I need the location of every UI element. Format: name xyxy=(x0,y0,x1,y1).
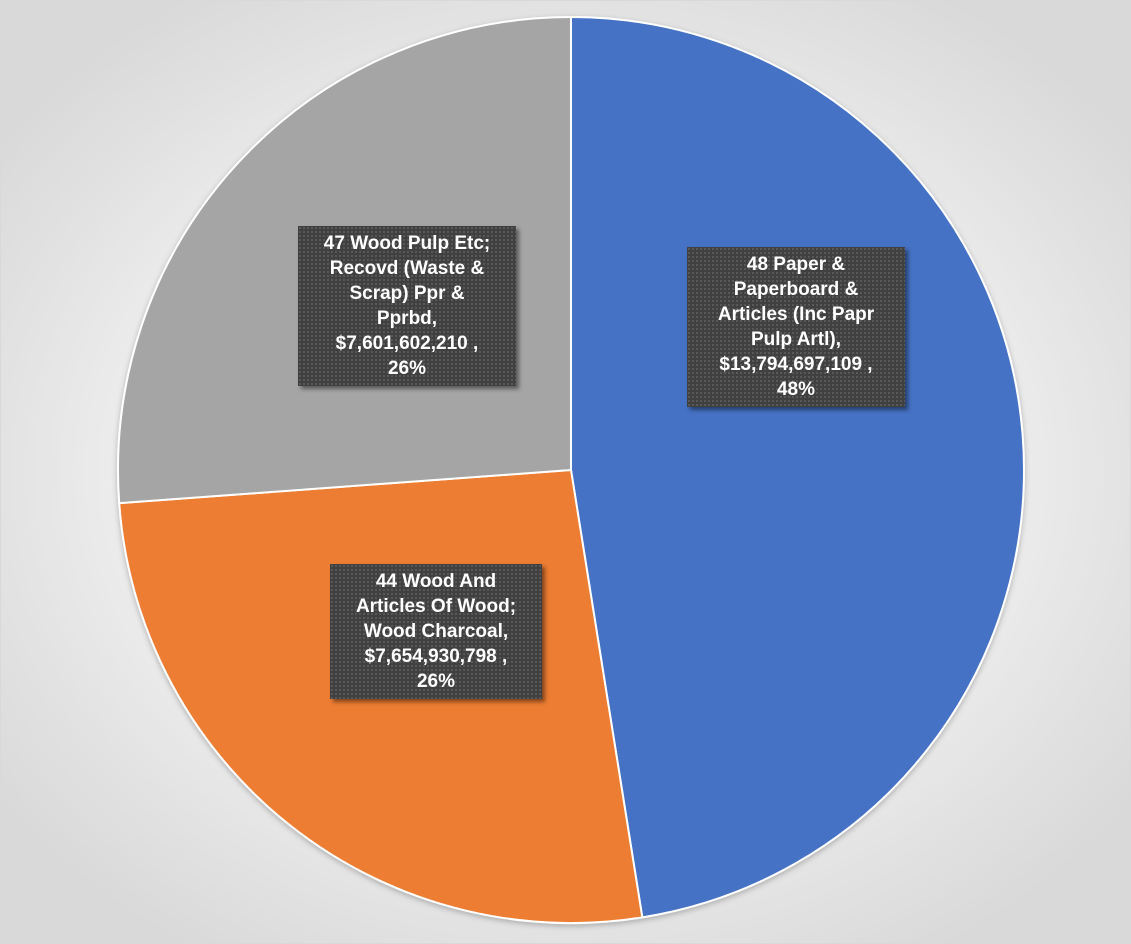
label-line: 26% xyxy=(387,358,427,379)
label-line: Articles Of Wood; xyxy=(355,596,517,617)
data-label-wood: 44 Wood And Articles Of Wood; Wood Charc… xyxy=(330,564,542,699)
label-line: Wood Charcoal, xyxy=(363,621,509,642)
label-line: Pprbd, xyxy=(376,308,438,329)
label-line: 44 Wood And xyxy=(375,571,497,592)
label-line: Articles (Inc Papr xyxy=(717,304,875,325)
label-line: Scrap) Ppr & xyxy=(349,283,465,304)
label-line: 26% xyxy=(416,671,456,692)
label-line: Paperboard & xyxy=(733,279,859,300)
data-label-wood-pulp: 47 Wood Pulp Etc; Recovd (Waste & Scrap)… xyxy=(298,226,516,386)
label-line: $7,654,930,798 , xyxy=(364,646,508,667)
data-label-paper: 48 Paper & Paperboard & Articles (Inc Pa… xyxy=(687,247,905,407)
label-line: 48% xyxy=(776,379,816,400)
label-line: 48 Paper & xyxy=(746,254,846,275)
label-line: $13,794,697,109 , xyxy=(719,354,873,375)
label-line: $7,601,602,210 , xyxy=(335,333,479,354)
label-line: Pulp Artl), xyxy=(750,329,842,350)
pie-slice-paper xyxy=(570,15,1025,919)
label-line: Recovd (Waste & xyxy=(329,258,485,279)
label-line: 47 Wood Pulp Etc; xyxy=(323,233,491,254)
